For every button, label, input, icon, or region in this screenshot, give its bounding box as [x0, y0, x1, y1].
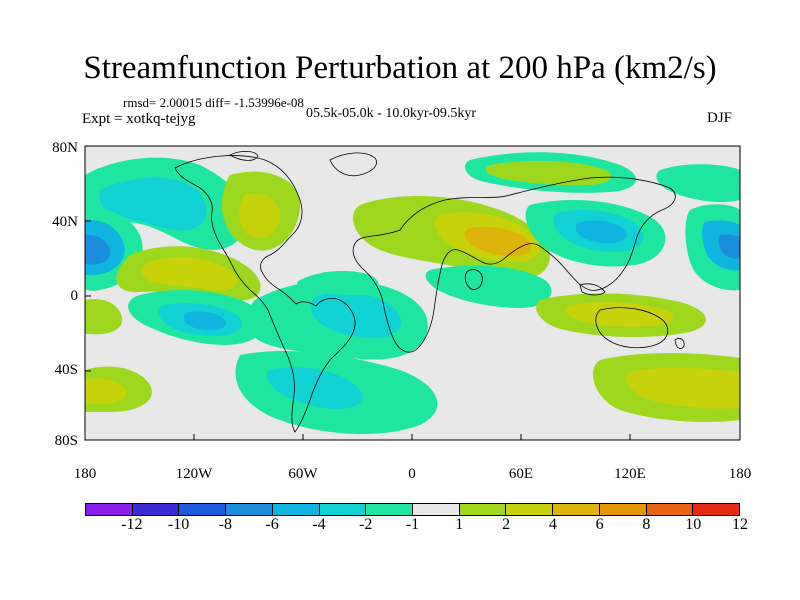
colorbar-label: 2	[502, 516, 511, 533]
colorbar-swatch	[459, 504, 507, 515]
lat-label: 40S	[54, 362, 78, 378]
lon-label: 120W	[175, 466, 213, 482]
colorbar-label: 12	[732, 516, 748, 533]
lat-label: 80S	[54, 433, 78, 449]
contour-band	[85, 378, 127, 404]
colorbar-swatch	[693, 504, 740, 515]
colorbar-label: -10	[167, 516, 190, 533]
lon-label: 180	[728, 466, 752, 482]
contour-band	[310, 292, 402, 339]
contour-band	[141, 257, 237, 291]
period-label: 05.5k-05.0k - 10.0kyr-09.5kyr	[306, 106, 477, 121]
colorbar-swatch	[646, 504, 694, 515]
colorbar	[85, 503, 740, 516]
contour-band	[718, 234, 740, 259]
colorbar-swatch	[272, 504, 320, 515]
contour-band	[239, 193, 281, 239]
colorbar-swatch	[553, 504, 600, 515]
contour-band	[656, 164, 740, 203]
axis-ticks	[84, 145, 741, 441]
chart-title: Streamfunction Perturbation at 200 hPa (…	[83, 50, 717, 86]
contour-band	[425, 265, 552, 308]
colorbar-swatch	[506, 504, 554, 515]
colorbar-label: 10	[685, 516, 702, 533]
colorbar-label: 4	[548, 516, 557, 533]
colorbar-swatch	[179, 504, 227, 515]
experiment-label: Expt = xotkq-tejyg	[82, 111, 196, 127]
colorbar-swatch	[226, 504, 273, 515]
lon-label: 60E	[508, 466, 534, 482]
colorbar-swatch	[319, 504, 367, 515]
contour-band	[565, 302, 674, 327]
contour-band	[85, 299, 123, 335]
colorbar-label: -6	[265, 516, 279, 533]
stats-text: rmsd= 2.00015 diff= -1.53996e-08	[123, 95, 304, 110]
colorbar-label: -12	[121, 516, 143, 533]
colorbar-label: 6	[595, 516, 604, 533]
contour-band	[626, 367, 740, 409]
colorbar-label: -4	[312, 516, 326, 533]
contour-band	[99, 177, 207, 231]
contour-band	[297, 270, 379, 295]
lat-label: 80N	[52, 140, 78, 156]
colorbar-swatch	[86, 504, 133, 515]
contour-band	[575, 220, 627, 244]
colorbar-label: -1	[405, 516, 420, 533]
coastlines	[174, 150, 685, 433]
colorbar-label: 8	[642, 516, 651, 533]
lon-label: 60W	[288, 466, 318, 482]
contour-band	[184, 311, 227, 331]
lat-label: 40N	[52, 214, 78, 230]
contour-band	[464, 226, 532, 257]
contour-band	[85, 234, 110, 265]
colorbar-label: -8	[218, 516, 232, 533]
lon-label: 0	[408, 466, 416, 482]
colorbar-label: -2	[359, 516, 373, 533]
lat-label: 0	[70, 288, 79, 304]
colorbar-swatch	[413, 504, 460, 515]
lon-label: 180	[73, 466, 97, 482]
lon-label: 120E	[614, 466, 646, 482]
colorbar-swatch	[599, 504, 647, 515]
colorbar-label: 1	[455, 516, 464, 533]
colorbar-swatch	[366, 504, 414, 515]
colorbar-swatch	[132, 504, 180, 515]
season-label: DJF	[707, 110, 733, 126]
